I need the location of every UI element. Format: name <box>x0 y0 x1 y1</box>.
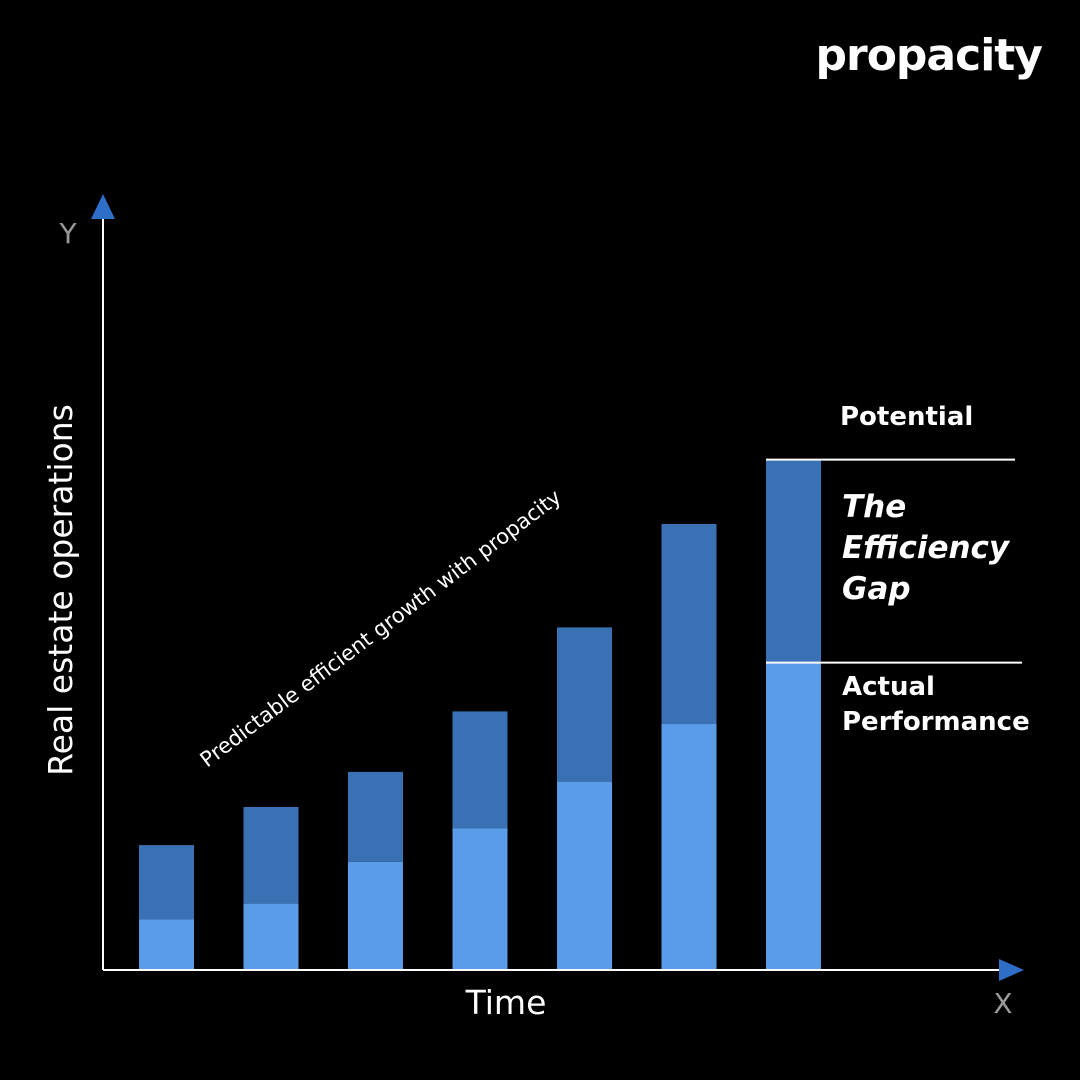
bar-actual-3 <box>348 861 403 970</box>
x-axis-arrow-icon <box>999 959 1024 981</box>
bar-gap-1 <box>139 845 194 920</box>
bar-actual-4 <box>452 828 508 970</box>
gap-label-line-1: The <box>842 489 906 525</box>
x-axis-letter: X <box>993 987 1012 1020</box>
y-axis-title: Real estate operations <box>41 404 80 776</box>
gap-label-line-2: Efficiency <box>842 530 1011 566</box>
bar-gap-3 <box>348 771 403 862</box>
brand-logo: propacity <box>815 30 1043 81</box>
bar-group <box>139 459 821 970</box>
actual-label-line-2: Performance <box>842 707 1030 737</box>
actual-label-line-1: Actual <box>842 672 935 702</box>
y-axis-letter: Y <box>58 217 77 250</box>
bar-actual-6 <box>661 724 717 970</box>
bar-actual-5 <box>557 781 612 970</box>
y-axis-arrow-icon <box>91 194 115 219</box>
bar-gap-4 <box>452 711 508 829</box>
x-axis-title: Time <box>465 983 547 1022</box>
bar-actual-1 <box>139 919 194 970</box>
potential-label: Potential <box>840 402 973 432</box>
bar-actual-7 <box>766 662 821 970</box>
bar-gap-2 <box>243 807 299 904</box>
trend-annotation: Predictable efficient growth with propac… <box>196 485 566 772</box>
gap-label-line-3: Gap <box>842 571 911 607</box>
bar-gap-5 <box>557 627 612 782</box>
bar-gap-6 <box>661 524 717 725</box>
bar-actual-2 <box>243 903 299 970</box>
bar-gap-7 <box>766 459 821 663</box>
